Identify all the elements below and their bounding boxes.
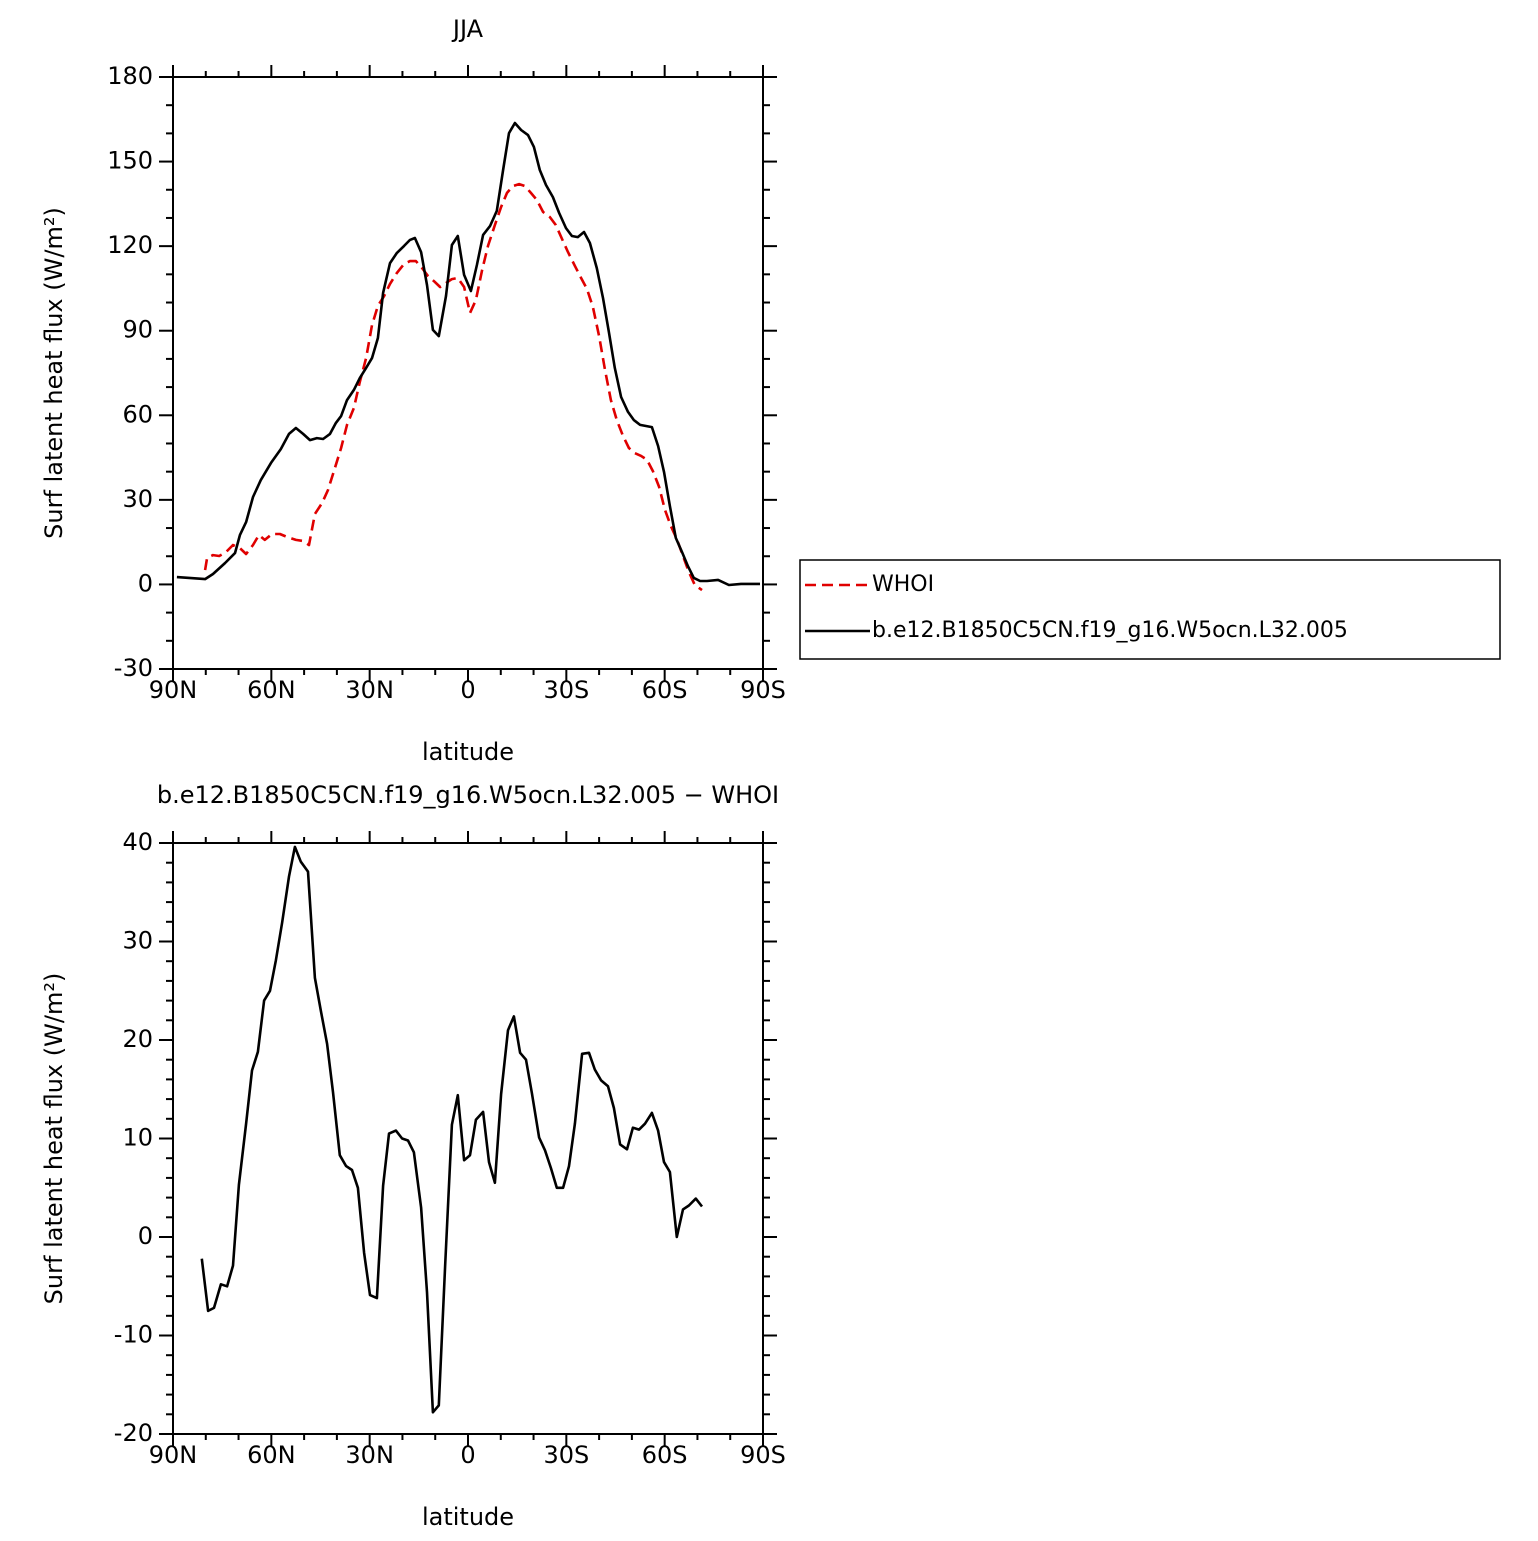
y-tick-label: 30 — [122, 927, 153, 955]
x-tick-label: 90N — [149, 676, 198, 704]
y-tick-label: 10 — [122, 1124, 153, 1152]
x-axis-label: latitude — [422, 1503, 514, 1531]
y-axis-label: Surf latent heat flux (W/m²) — [40, 973, 68, 1305]
data-line — [200, 845, 704, 1414]
legend-label: b.e12.B1850C5CN.f19_g16.W5ocn.L32.005 — [872, 618, 1348, 643]
chart-title: b.e12.B1850C5CN.f19_g16.W5ocn.L32.005 − … — [157, 781, 779, 809]
x-tick-label: 30N — [345, 1441, 394, 1469]
y-tick-label: 150 — [107, 147, 153, 175]
legend-box — [799, 559, 1501, 660]
y-tick-label: 0 — [138, 569, 153, 597]
y-tick-label: 90 — [122, 316, 153, 344]
plot-frame — [172, 842, 764, 1435]
x-tick-label: 90S — [740, 676, 786, 704]
x-tick-label: 60S — [642, 1441, 688, 1469]
x-tick-label: 60N — [247, 1441, 296, 1469]
x-axis-label: latitude — [422, 738, 514, 766]
plot-frame — [172, 76, 764, 670]
x-tick-label: 90S — [740, 1441, 786, 1469]
x-tick-label: 30S — [543, 676, 589, 704]
y-tick-label: 120 — [107, 231, 153, 259]
data-line — [176, 121, 760, 587]
y-axis-label: Surf latent heat flux (W/m²) — [40, 207, 68, 539]
y-tick-label: 0 — [138, 1222, 153, 1250]
y-tick-label: 30 — [122, 485, 153, 513]
y-tick-label: -20 — [114, 1419, 153, 1447]
data-line — [203, 182, 703, 592]
x-tick-label: 30N — [345, 676, 394, 704]
y-tick-label: 60 — [122, 400, 153, 428]
x-tick-label: 90N — [149, 1441, 198, 1469]
chart-title: JJA — [451, 15, 484, 43]
y-tick-label: 180 — [107, 62, 153, 90]
y-tick-label: -10 — [114, 1321, 153, 1349]
y-tick-label: 40 — [122, 828, 153, 856]
y-tick-label: -30 — [114, 654, 153, 682]
x-tick-label: 60S — [642, 676, 688, 704]
y-tick-label: 20 — [122, 1025, 153, 1053]
legend-label: WHOI — [872, 572, 934, 597]
x-tick-label: 0 — [460, 1441, 475, 1469]
x-tick-label: 60N — [247, 676, 296, 704]
x-tick-label: 30S — [543, 1441, 589, 1469]
legend: WHOI b.e12.B1850C5CN.f19_g16.W5ocn.L32.00… — [799, 559, 1501, 660]
x-tick-label: 0 — [460, 676, 475, 704]
